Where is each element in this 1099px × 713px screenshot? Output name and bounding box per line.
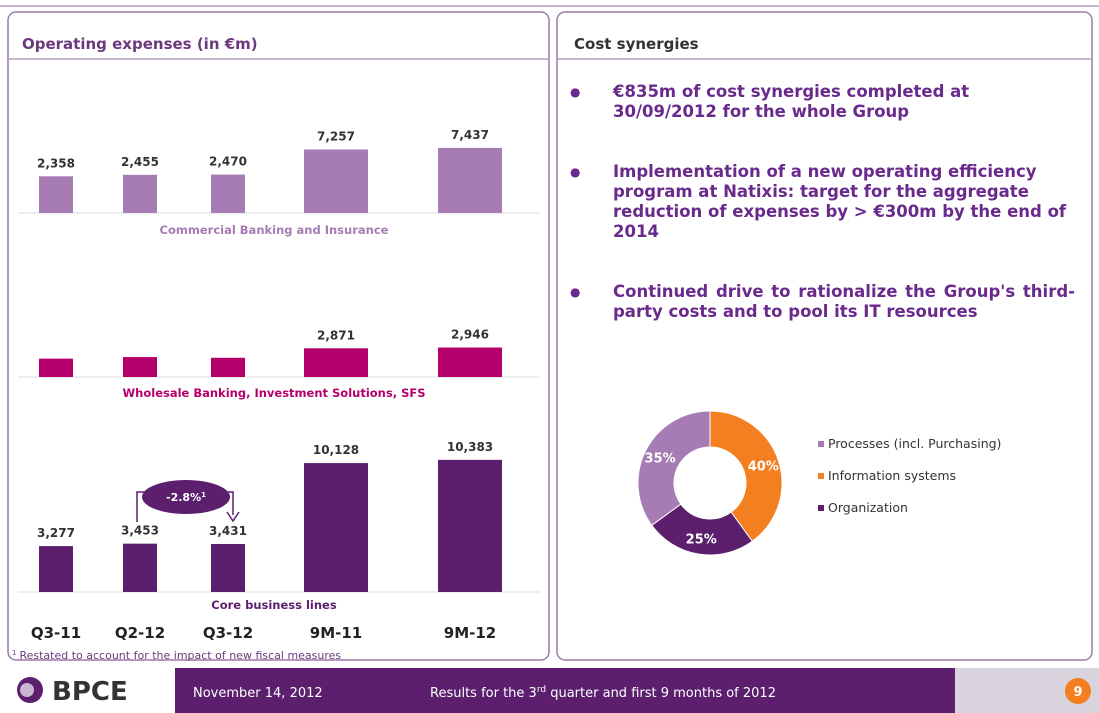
footnote: 1 Restated to account for the impact of n…	[12, 649, 341, 662]
page-number: 9	[1073, 685, 1082, 700]
bar	[438, 347, 502, 377]
bar	[211, 357, 245, 377]
footer-band	[175, 668, 955, 713]
slice-label: 35%	[645, 452, 676, 467]
footer-title: Results for the 3rd quarter and first 9 …	[430, 685, 776, 701]
bar	[438, 147, 502, 213]
bullet-text: Continued drive to rationalize the Group…	[613, 282, 1075, 321]
value-label: 3,277	[37, 526, 75, 540]
annotation-bubble	[142, 480, 230, 514]
slice-label: 40%	[748, 460, 779, 475]
value-label: 7,437	[451, 128, 489, 142]
chart-subtitle: Core business lines	[211, 598, 337, 612]
value-label: 3,453	[121, 524, 159, 538]
slice-label: 25%	[686, 532, 717, 547]
value-label: 7,257	[317, 130, 355, 144]
logo-text: BPCE	[52, 677, 128, 707]
panel-title: Cost synergies	[574, 35, 699, 53]
legend-swatch	[818, 505, 824, 511]
bullet-dot: ●	[570, 165, 581, 179]
legend-label: Organization	[828, 500, 908, 515]
value-label: 2,470	[209, 155, 247, 169]
value-label: 10,383	[447, 440, 493, 454]
value-label: 10,128	[313, 443, 359, 457]
donut-slice	[651, 503, 754, 556]
value-label: 3,431	[209, 524, 247, 538]
logo-mark-inner	[20, 683, 34, 697]
left-panel	[7, 11, 550, 661]
donut-slice	[709, 410, 783, 542]
bullet: ● Implementation of a new operating effic…	[570, 162, 1075, 242]
bullet-dot: ●	[570, 285, 581, 299]
footer-title-a: Results for the 3	[430, 686, 537, 701]
legend-swatch	[818, 473, 824, 479]
bullet-dot: ●	[570, 85, 581, 99]
value-label: 2,946	[451, 328, 489, 342]
bar	[304, 348, 368, 377]
x-tick-label: Q3-11	[31, 624, 81, 642]
bar	[123, 357, 157, 377]
chart-subtitle: Wholesale Banking, Investment Solutions,…	[122, 386, 425, 400]
bar	[438, 459, 502, 592]
legend-swatch	[818, 441, 824, 447]
bar	[39, 176, 73, 213]
x-tick-label: 9M-11	[310, 624, 362, 642]
footnote-mark: 1	[12, 649, 16, 657]
page-badge	[1065, 678, 1091, 704]
value-label: 2,455	[121, 155, 159, 169]
bar	[39, 546, 73, 592]
footer-title-sup: rd	[537, 685, 546, 695]
arrow-head	[226, 511, 240, 523]
value-label: 2,358	[37, 156, 75, 170]
bullet: ● Continued drive to rationalize the Grou…	[570, 282, 1075, 322]
annotation-value: -2.8%	[166, 491, 201, 504]
annotation-mark: 1	[201, 491, 206, 499]
bar	[211, 543, 245, 592]
bullet-text: Implementation of a new operating effici…	[613, 162, 1067, 241]
donut-slice	[637, 410, 711, 527]
bar	[304, 149, 368, 213]
bar	[304, 463, 368, 592]
right-panel	[556, 11, 1093, 661]
x-tick-label: Q3-12	[203, 624, 253, 642]
footnote-text: Restated to account for the impact of ne…	[19, 649, 341, 662]
footer-title-b: quarter and first 9 months of 2012	[546, 686, 776, 701]
panel-title: Operating expenses (in €m)	[22, 35, 258, 53]
chart-subtitle: Commercial Banking and Insurance	[160, 223, 389, 237]
bullet: ● €835m of cost synergies completed at 30…	[570, 82, 1075, 122]
bar	[123, 174, 157, 213]
x-tick-label: Q2-12	[115, 624, 165, 642]
annotation: -2.8%1	[166, 491, 206, 504]
legend-label: Processes (incl. Purchasing)	[828, 436, 1001, 451]
footer-date: November 14, 2012	[193, 686, 323, 701]
x-tick-label: 9M-12	[444, 624, 496, 642]
value-label: 2,871	[317, 328, 355, 342]
legend-label: Information systems	[828, 468, 956, 483]
bar	[211, 174, 245, 213]
bar	[39, 358, 73, 377]
bullet-text: €835m of cost synergies completed at 30/…	[613, 82, 970, 121]
bar	[123, 543, 157, 592]
